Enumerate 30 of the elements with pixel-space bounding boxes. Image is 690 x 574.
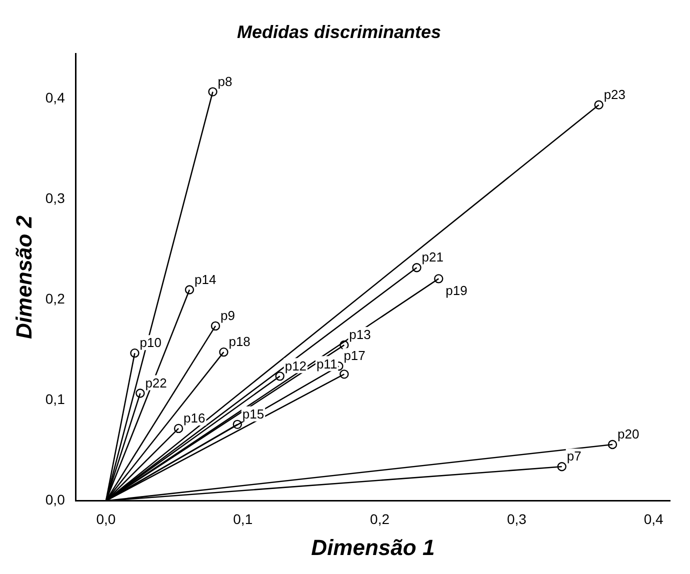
series-label: p9 [220, 308, 235, 324]
y-tick-label: 0,2 [45, 290, 66, 307]
series-label: p19 [446, 282, 468, 298]
y-tick-label: 0,3 [45, 190, 66, 206]
y-axis-title: Dimensão 2 [11, 214, 36, 339]
series-label: p16 [184, 410, 206, 426]
y-tick-label: 0,4 [45, 90, 66, 106]
series-label: p7 [566, 448, 582, 464]
y-tick-label: 0,1 [45, 391, 66, 408]
series-label: p21 [422, 250, 444, 265]
series-label: p11 [316, 356, 338, 372]
x-axis-title: Dimensão 1 [311, 534, 435, 560]
series-label: p23 [604, 86, 626, 102]
series-label: p12 [284, 358, 307, 374]
series-label: p20 [618, 426, 640, 442]
series-label: p15 [242, 406, 264, 422]
x-tick-label: 0,0 [96, 511, 116, 528]
series-label: p22 [145, 375, 167, 390]
series-label: p17 [344, 348, 366, 364]
x-tick-label: 0,3 [506, 511, 527, 528]
y-tick-label: 0,0 [45, 492, 66, 508]
series-label: p10 [140, 335, 162, 350]
series-label: p8 [218, 74, 232, 89]
x-tick-label: 0,1 [233, 511, 253, 528]
x-tick-label: 0,4 [644, 511, 664, 528]
series-label: p18 [228, 334, 250, 350]
chart-title: Medidas discriminantes [236, 22, 442, 42]
series-label: p13 [349, 327, 371, 342]
series-label: p14 [194, 272, 216, 287]
x-tick-label: 0,2 [370, 511, 390, 528]
